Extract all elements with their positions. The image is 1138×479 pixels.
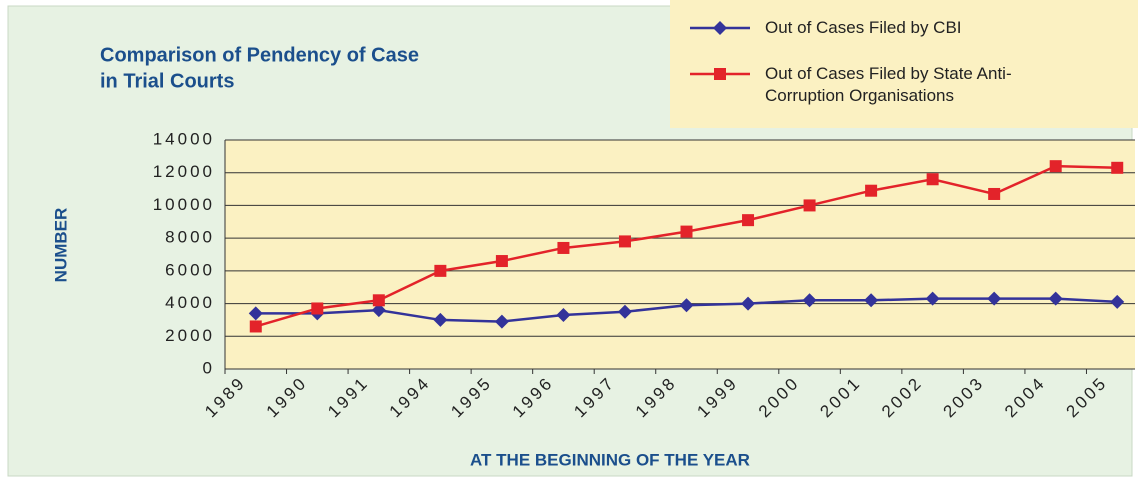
point [1110,294,1125,309]
point [1048,291,1063,306]
point [988,187,1001,200]
point [372,294,385,307]
point [713,21,727,35]
y-tick-label: 2000 [165,326,215,345]
point [714,68,726,80]
point [371,303,386,318]
y-tick-label: 4000 [165,293,215,312]
point [249,320,262,333]
point [926,173,939,186]
legend-box [670,0,1138,128]
point [494,314,509,329]
point [987,291,1002,306]
y-axis-label: NUMBER [51,208,70,283]
y-tick-label: 6000 [165,260,215,279]
y-tick-label: 0 [203,358,215,377]
point [742,214,755,227]
point [1049,160,1062,173]
chart-title: Comparison of Pendency of Case [100,44,419,66]
point [495,255,508,268]
point [618,235,631,248]
legend-label: Out of Cases Filed by State Anti-Corrupt… [765,64,1012,105]
point [617,304,632,319]
y-tick-label: 12000 [153,162,215,181]
chart-title: in Trial Courts [100,70,234,92]
plot-area [225,140,1135,369]
x-axis-label: AT THE BEGINNING OF THE YEAR [470,450,750,469]
point [680,225,693,238]
point [865,184,878,197]
y-tick-label: 14000 [153,129,215,148]
point [679,298,694,313]
point [802,293,817,308]
point [803,199,816,212]
point [925,291,940,306]
point [741,296,756,311]
point [556,308,571,323]
point [248,306,263,321]
point [434,264,447,277]
point [311,302,324,315]
point [557,241,570,254]
y-tick-label: 8000 [165,228,215,247]
y-tick-label: 10000 [153,195,215,214]
point [433,312,448,327]
legend-label: Out of Cases Filed by CBI [765,18,962,37]
point [1111,161,1124,174]
point [864,293,879,308]
